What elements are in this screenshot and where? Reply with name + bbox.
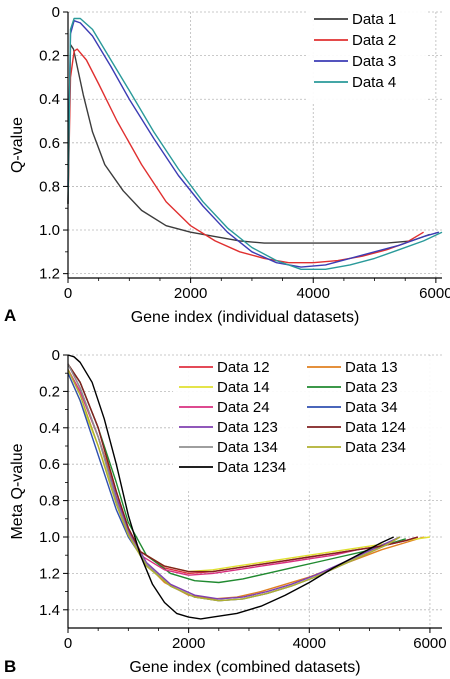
panel-b-y-tick-label: 1.2 — [39, 565, 60, 582]
panel-a-y-tick-label: 0.2 — [39, 48, 60, 65]
panel-b-y-tick-label: 0.4 — [39, 420, 60, 437]
panel-a-legend-label-3: Data 3 — [352, 53, 396, 70]
panel-b-legend-label-10: Data 234 — [345, 439, 406, 456]
panel-b-x-axis-label: Gene index (combined datasets) — [129, 659, 360, 676]
panel-a-x-tick-label: 6000 — [419, 285, 450, 302]
panel-b-series-line-8 — [67, 363, 419, 573]
panel-a-series-line-1 — [67, 44, 430, 244]
panel-b-x-tick-label: 0 — [64, 635, 72, 652]
panel-a-y-tick-label: 0.4 — [39, 91, 60, 108]
panel-b-y-tick-label: 1.0 — [39, 529, 60, 546]
panel-a-y-tick-label: 0.6 — [39, 135, 60, 152]
panel-a-series-line-4 — [67, 17, 443, 270]
panel-b-legend-label-6: Data 34 — [345, 399, 398, 416]
panel-a-y-axis-label: Q-value — [9, 117, 26, 173]
panel-a-y-tick-label: 1.0 — [39, 222, 60, 239]
panel-a-legend-label-2: Data 2 — [352, 32, 396, 49]
panel-a-x-tick-label: 4000 — [297, 285, 330, 302]
panel-b-x-tick-label: 6000 — [413, 635, 446, 652]
panel-b-legend-label-11: Data 1234 — [217, 459, 286, 476]
panel-b-y-tick-label: 0.8 — [39, 493, 60, 510]
panel-a-x-axis-label: Gene index (individual datasets) — [131, 309, 360, 326]
panel-a-y-tick-label: 0 — [52, 4, 60, 21]
panel-b-legend-label-2: Data 13 — [345, 359, 398, 376]
panel-b-y-tick-label: 0 — [52, 347, 60, 364]
panel-b-y-axis-label: Meta Q-value — [9, 443, 26, 539]
panel-a-letter: A — [4, 306, 16, 325]
panel-b-letter: B — [4, 657, 16, 676]
panel-b-legend-box — [173, 356, 443, 490]
panel-b-legend-label-3: Data 14 — [217, 379, 270, 396]
panel-a-y-tick-label: 0.8 — [39, 178, 60, 195]
panel-b-y-tick-label: 0.2 — [39, 383, 60, 400]
panel-b-x-tick-label: 2000 — [172, 635, 205, 652]
panel-b-series-line-10 — [67, 369, 401, 602]
panel-a-x-tick-label: 2000 — [174, 285, 207, 302]
panel-a-legend-label-4: Data 4 — [352, 74, 396, 91]
panel-b-y-tick-label: 0.6 — [39, 456, 60, 473]
panel-a-series-line-3 — [67, 20, 440, 268]
panel-b-legend-label-7: Data 123 — [217, 419, 278, 436]
panel-b-x-tick-label: 4000 — [293, 635, 326, 652]
panel-b: 00.20.40.60.81.01.21.40 2000 4000 6000Gene … — [9, 347, 447, 676]
panel-b-legend-label-1: Data 12 — [217, 359, 270, 376]
panel-a-x-tick-label: 0 — [64, 285, 72, 302]
panel-a-legend-box — [308, 8, 426, 104]
panel-b-series-line-11 — [67, 354, 394, 620]
panel-b-legend-label-8: Data 124 — [345, 419, 406, 436]
panel-b-series-line-4 — [67, 363, 407, 584]
panel-a-series-line-2 — [67, 48, 424, 264]
panel-a-legend-label-1: Data 1 — [352, 11, 396, 28]
panel-b-legend-label-4: Data 23 — [345, 379, 398, 396]
panel-b-legend-label-5: Data 24 — [217, 399, 270, 416]
panel-a-legend: Data 1 Data 2 Data 3 Data 4 — [308, 8, 426, 104]
panel-b-legend-label-9: Data 134 — [217, 439, 278, 456]
panel-a-y-tick-label: 1.2 — [39, 266, 60, 283]
panel-b-y-tick-label: 1.4 — [39, 602, 60, 619]
panel-b-legend: Data 12 Data 13 Data 14 Data 23 Data 24 Data … — [173, 356, 443, 490]
